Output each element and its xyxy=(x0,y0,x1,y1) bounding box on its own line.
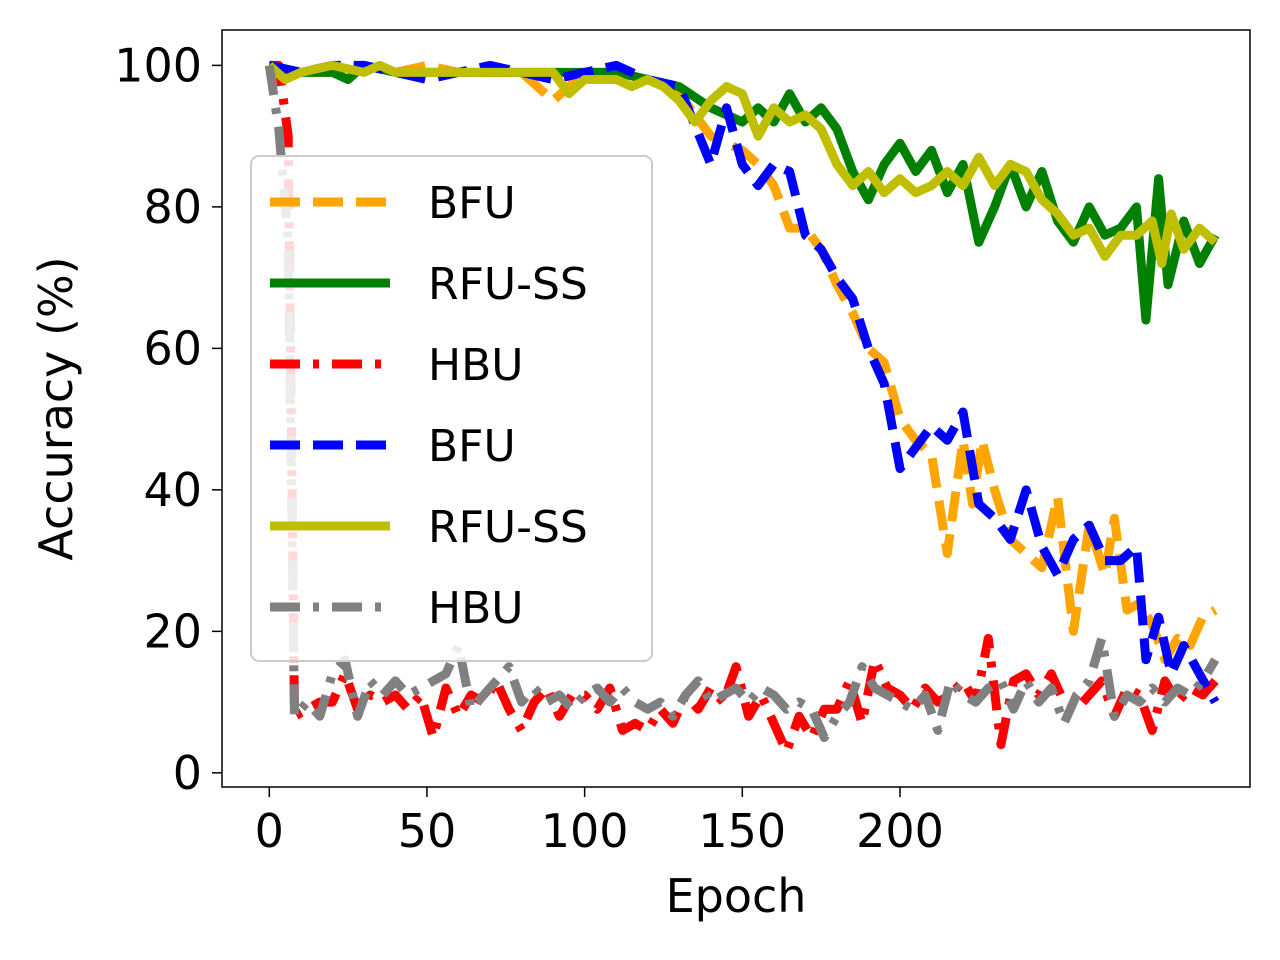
y-tick-label: 60 xyxy=(143,321,202,375)
legend-label-6: HBU xyxy=(428,583,523,634)
series-line-4 xyxy=(268,60,1220,705)
x-tick-label: 150 xyxy=(698,804,786,858)
x-tick-label: 50 xyxy=(398,804,457,858)
y-tick-label: 80 xyxy=(143,180,202,234)
series-line-5 xyxy=(266,60,1219,268)
ticks-layer: 0 50 100 150 200 0 20 40 60 80 100 xyxy=(114,38,944,858)
x-tick-label: 0 xyxy=(255,804,284,858)
y-axis-label: Accuracy (%) xyxy=(29,256,83,560)
y-tick-label: 100 xyxy=(114,38,202,92)
x-tick-label: 200 xyxy=(856,804,944,858)
legend-label-1: BFU xyxy=(428,178,516,229)
series-line-3 xyxy=(269,60,1219,757)
series-line-6 xyxy=(264,64,1220,742)
legend-label-5: RFU-SS xyxy=(428,502,588,553)
x-axis-label: Epoch xyxy=(666,869,807,923)
x-tick-label: 100 xyxy=(541,804,629,858)
legend-label-3: HBU xyxy=(428,340,523,391)
legend-label-2: RFU-SS xyxy=(428,259,588,310)
y-tick-label: 20 xyxy=(143,604,202,658)
y-tick-label: 40 xyxy=(143,463,202,517)
series-line-1 xyxy=(268,60,1218,665)
legend: BFU RFU-SS HBU BFU RFU-SS HBU xyxy=(250,155,653,662)
series-layer xyxy=(264,60,1220,757)
plot-frame xyxy=(221,29,1251,788)
legend-label-4: BFU xyxy=(428,421,516,472)
y-tick-label: 0 xyxy=(173,746,202,800)
